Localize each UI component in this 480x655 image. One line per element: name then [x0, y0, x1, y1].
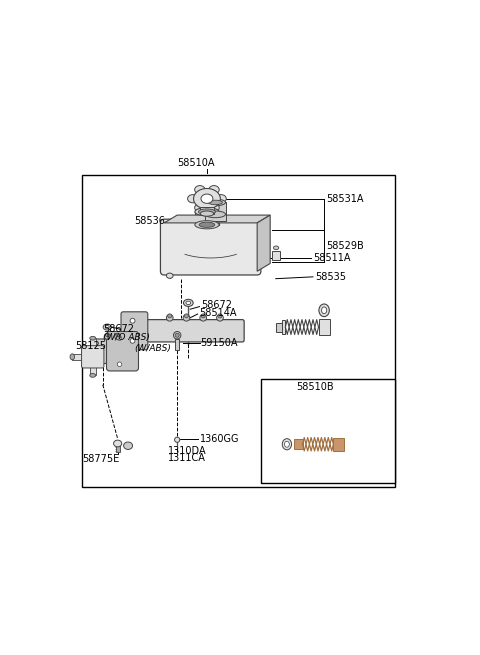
Ellipse shape: [167, 273, 173, 278]
Ellipse shape: [205, 199, 226, 206]
Text: 58536: 58536: [134, 216, 165, 226]
Bar: [90, 366, 96, 375]
Text: 58672: 58672: [202, 301, 232, 310]
Ellipse shape: [205, 211, 226, 217]
Text: (W/O ABS): (W/O ABS): [103, 333, 150, 342]
Text: 58531A: 58531A: [326, 194, 363, 204]
Ellipse shape: [218, 314, 222, 318]
Ellipse shape: [188, 195, 198, 203]
Ellipse shape: [195, 204, 205, 212]
Ellipse shape: [114, 440, 122, 447]
FancyBboxPatch shape: [160, 219, 261, 275]
FancyBboxPatch shape: [107, 331, 139, 371]
Ellipse shape: [199, 222, 215, 227]
Ellipse shape: [117, 336, 122, 341]
Bar: [175, 339, 180, 350]
Ellipse shape: [167, 314, 173, 321]
Ellipse shape: [208, 200, 222, 204]
Bar: [319, 319, 330, 335]
Ellipse shape: [274, 246, 279, 250]
Bar: [200, 207, 214, 214]
Text: 1360GG: 1360GG: [200, 434, 239, 443]
Ellipse shape: [216, 314, 223, 321]
Ellipse shape: [209, 185, 219, 194]
Ellipse shape: [103, 324, 111, 330]
Ellipse shape: [200, 211, 214, 216]
Ellipse shape: [183, 299, 193, 307]
Ellipse shape: [70, 354, 74, 360]
Ellipse shape: [105, 326, 109, 329]
Text: 59150A: 59150A: [200, 338, 238, 348]
Ellipse shape: [201, 314, 205, 318]
Text: 58510A: 58510A: [177, 158, 215, 168]
Ellipse shape: [115, 333, 120, 339]
Ellipse shape: [319, 304, 329, 316]
Text: 58511A: 58511A: [313, 253, 350, 263]
Ellipse shape: [195, 221, 219, 229]
Bar: [272, 251, 280, 260]
Bar: [72, 354, 85, 360]
Bar: [294, 439, 302, 449]
Ellipse shape: [216, 195, 226, 203]
Bar: [195, 212, 219, 225]
Ellipse shape: [209, 204, 219, 212]
Ellipse shape: [201, 194, 213, 203]
Polygon shape: [164, 215, 270, 223]
Ellipse shape: [175, 437, 180, 442]
Bar: [83, 174, 395, 487]
Text: 1310DA: 1310DA: [168, 445, 206, 456]
Text: 58672: 58672: [103, 324, 134, 334]
Ellipse shape: [173, 331, 181, 339]
Ellipse shape: [198, 209, 216, 215]
Ellipse shape: [117, 362, 122, 367]
Ellipse shape: [195, 208, 219, 216]
Bar: [205, 202, 226, 221]
Text: 58529B: 58529B: [326, 241, 364, 251]
Text: 58535: 58535: [315, 272, 346, 282]
FancyBboxPatch shape: [140, 320, 244, 342]
Bar: [276, 323, 283, 331]
Ellipse shape: [130, 318, 135, 323]
Text: 58514A: 58514A: [200, 309, 237, 318]
Bar: [90, 338, 96, 348]
Ellipse shape: [175, 333, 179, 337]
Text: 58775E: 58775E: [82, 454, 120, 464]
FancyBboxPatch shape: [82, 346, 104, 368]
Ellipse shape: [183, 314, 190, 321]
Ellipse shape: [116, 333, 120, 337]
FancyBboxPatch shape: [96, 339, 134, 364]
FancyBboxPatch shape: [121, 312, 148, 350]
Text: 1311CA: 1311CA: [168, 453, 206, 463]
Ellipse shape: [184, 314, 189, 318]
Ellipse shape: [168, 314, 172, 318]
Ellipse shape: [104, 333, 110, 339]
Bar: [261, 379, 395, 483]
Text: 58510B: 58510B: [296, 383, 334, 392]
Ellipse shape: [195, 185, 205, 194]
Ellipse shape: [282, 439, 291, 450]
Text: (W/ABS): (W/ABS): [134, 344, 171, 353]
Ellipse shape: [186, 301, 191, 305]
Ellipse shape: [130, 339, 135, 343]
Ellipse shape: [124, 442, 132, 449]
Ellipse shape: [285, 441, 289, 447]
Ellipse shape: [322, 307, 327, 314]
Bar: [116, 442, 120, 452]
Ellipse shape: [90, 337, 96, 340]
Ellipse shape: [90, 373, 96, 377]
Ellipse shape: [106, 333, 109, 337]
Bar: [334, 438, 344, 451]
Polygon shape: [257, 215, 270, 271]
Ellipse shape: [200, 314, 206, 321]
Ellipse shape: [193, 189, 220, 209]
Bar: [282, 320, 286, 334]
Text: 58125: 58125: [75, 341, 106, 350]
